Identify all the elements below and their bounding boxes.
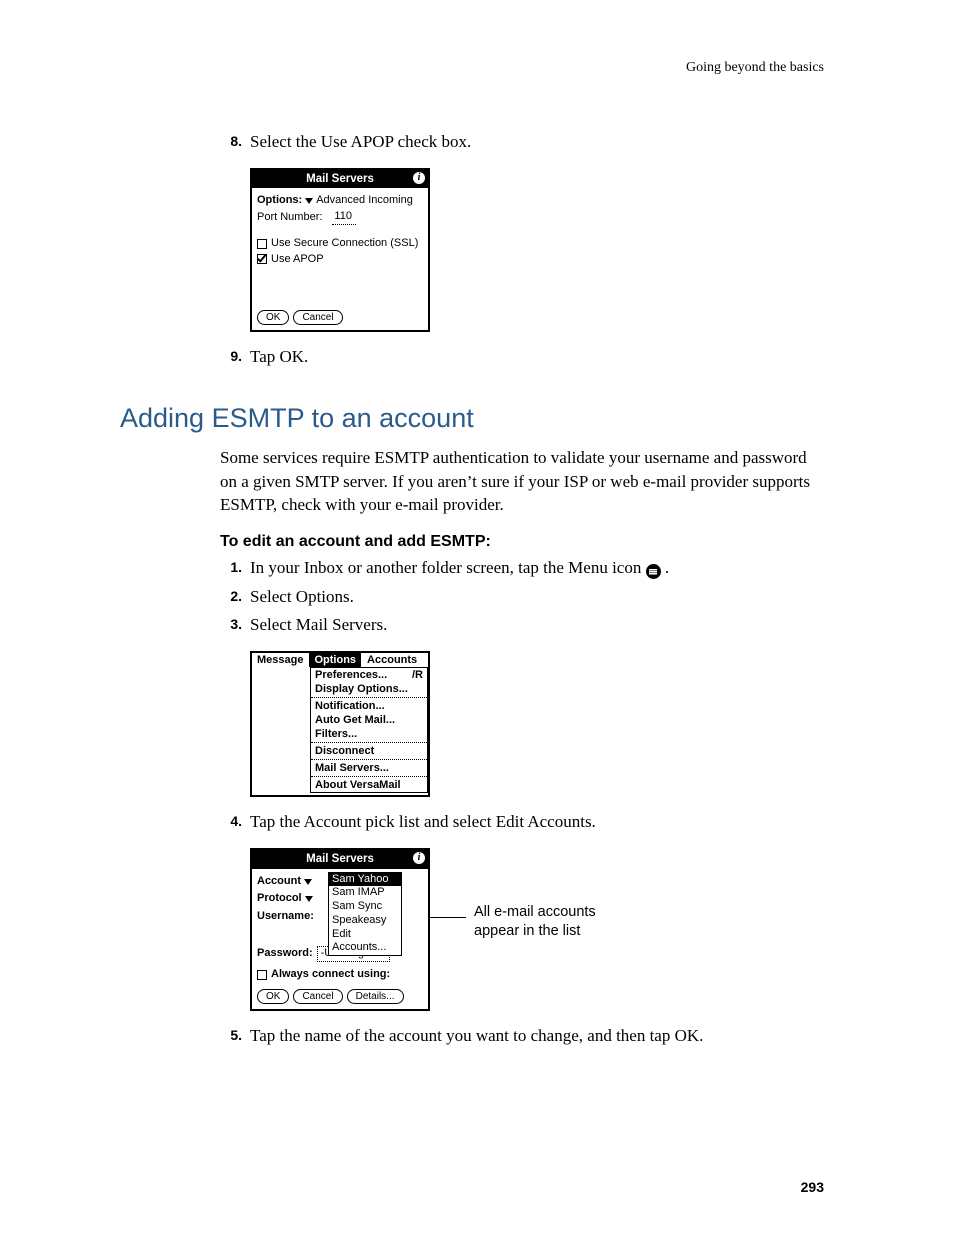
intro-paragraph: Some services require ESMTP authenticati… bbox=[220, 446, 824, 516]
dropdown-icon[interactable] bbox=[305, 896, 313, 902]
account-item[interactable]: Speakeasy bbox=[329, 914, 401, 928]
step-number: 2. bbox=[220, 586, 242, 609]
step-number: 1. bbox=[220, 557, 242, 580]
menu-tab-options[interactable]: Options bbox=[309, 653, 362, 667]
step-text: Tap the Account pick list and select Edi… bbox=[250, 811, 824, 834]
account-item-edit[interactable]: Edit Accounts... bbox=[329, 928, 401, 956]
screenshot-mail-servers-accounts: Mail Servers i Account Protocol Username… bbox=[250, 848, 430, 1011]
dialog-title: Mail Servers i bbox=[252, 170, 428, 188]
info-icon[interactable]: i bbox=[413, 852, 425, 864]
dropdown-icon[interactable] bbox=[305, 198, 313, 204]
dialog-title-text: Mail Servers bbox=[306, 853, 374, 865]
menu-item-notification[interactable]: Notification... bbox=[311, 699, 427, 713]
port-label: Port Number: bbox=[257, 211, 322, 225]
step-text: In your Inbox or another folder screen, … bbox=[250, 557, 824, 580]
menu-item-preferences[interactable]: Preferences.../R bbox=[311, 668, 427, 682]
port-number-field[interactable]: 110 bbox=[332, 210, 356, 225]
step-number: 4. bbox=[220, 811, 242, 834]
screenshot-mail-servers-advanced: Mail Servers i Options: Advanced Incomin… bbox=[250, 168, 430, 332]
ok-button[interactable]: OK bbox=[257, 989, 289, 1004]
step-text-pre: In your Inbox or another folder screen, … bbox=[250, 558, 646, 577]
cancel-button[interactable]: Cancel bbox=[293, 310, 342, 325]
menu-item-mail-servers[interactable]: Mail Servers... bbox=[311, 761, 427, 775]
menu-item-display-options[interactable]: Display Options... bbox=[311, 682, 427, 696]
step-3: 3. Select Mail Servers. bbox=[220, 614, 824, 637]
step-text: Tap OK. bbox=[250, 346, 824, 369]
menu-tab-message[interactable]: Message bbox=[252, 653, 309, 667]
screenshot-options-menu: Message Options Accounts Preferences.../… bbox=[250, 651, 430, 797]
step-text: Select Options. bbox=[250, 586, 824, 609]
details-button[interactable]: Details... bbox=[347, 989, 404, 1004]
account-label: Account bbox=[257, 875, 301, 889]
step-4: 4. Tap the Account pick list and select … bbox=[220, 811, 824, 834]
cancel-button[interactable]: Cancel bbox=[293, 989, 342, 1004]
options-value[interactable]: Advanced Incoming bbox=[316, 194, 413, 208]
step-text: Select Mail Servers. bbox=[250, 614, 824, 637]
menu-tab-accounts[interactable]: Accounts bbox=[362, 653, 423, 667]
ok-button[interactable]: OK bbox=[257, 310, 289, 325]
step-5: 5. Tap the name of the account you want … bbox=[220, 1025, 824, 1048]
menu-icon bbox=[646, 564, 661, 579]
options-label: Options: bbox=[257, 194, 302, 208]
username-label: Username: bbox=[257, 910, 314, 924]
ssl-checkbox[interactable] bbox=[257, 239, 267, 249]
step-8: 8. Select the Use APOP check box. bbox=[220, 131, 824, 154]
always-connect-checkbox[interactable] bbox=[257, 970, 267, 980]
step-9: 9. Tap OK. bbox=[220, 346, 824, 369]
procedure-subhead: To edit an account and add ESMTP: bbox=[220, 533, 824, 551]
step-2: 2. Select Options. bbox=[220, 586, 824, 609]
protocol-label: Protocol bbox=[257, 892, 302, 906]
ssl-label: Use Secure Connection (SSL) bbox=[271, 237, 418, 251]
section-heading: Adding ESMTP to an account bbox=[120, 403, 824, 434]
menu-item-filters[interactable]: Filters... bbox=[311, 727, 427, 741]
running-head: Going beyond the basics bbox=[120, 60, 824, 76]
step-1: 1. In your Inbox or another folder scree… bbox=[220, 557, 824, 580]
step-text: Tap the name of the account you want to … bbox=[250, 1025, 824, 1048]
page-number: 293 bbox=[801, 1179, 824, 1195]
dropdown-icon[interactable] bbox=[304, 879, 312, 885]
account-item-selected[interactable]: Sam Yahoo bbox=[329, 873, 401, 887]
password-label: Password: bbox=[257, 947, 313, 961]
callout-text: All e-mail accounts appear in the list bbox=[474, 903, 596, 941]
menu-item-auto-get-mail[interactable]: Auto Get Mail... bbox=[311, 713, 427, 727]
menu-item-disconnect[interactable]: Disconnect bbox=[311, 744, 427, 758]
always-connect-label: Always connect using: bbox=[271, 968, 390, 982]
account-item[interactable]: Sam IMAP bbox=[329, 886, 401, 900]
account-picklist[interactable]: Sam Yahoo Sam IMAP Sam Sync Speakeasy Ed… bbox=[328, 872, 402, 957]
step-text: Select the Use APOP check box. bbox=[250, 131, 824, 154]
callout-leader-line bbox=[430, 917, 466, 918]
apop-label: Use APOP bbox=[271, 253, 324, 267]
account-item[interactable]: Sam Sync bbox=[329, 900, 401, 914]
menu-bar: Message Options Accounts bbox=[252, 653, 428, 667]
step-text-post: . bbox=[661, 558, 670, 577]
options-dropdown: Preferences.../R Display Options... Noti… bbox=[310, 667, 428, 793]
step-number: 9. bbox=[220, 346, 242, 369]
info-icon[interactable]: i bbox=[413, 172, 425, 184]
step-number: 5. bbox=[220, 1025, 242, 1048]
menu-item-about[interactable]: About VersaMail bbox=[311, 778, 427, 792]
step-number: 8. bbox=[220, 131, 242, 154]
apop-checkbox[interactable] bbox=[257, 254, 267, 264]
dialog-title-text: Mail Servers bbox=[306, 173, 374, 185]
dialog-title: Mail Servers i bbox=[252, 850, 428, 868]
step-number: 3. bbox=[220, 614, 242, 637]
